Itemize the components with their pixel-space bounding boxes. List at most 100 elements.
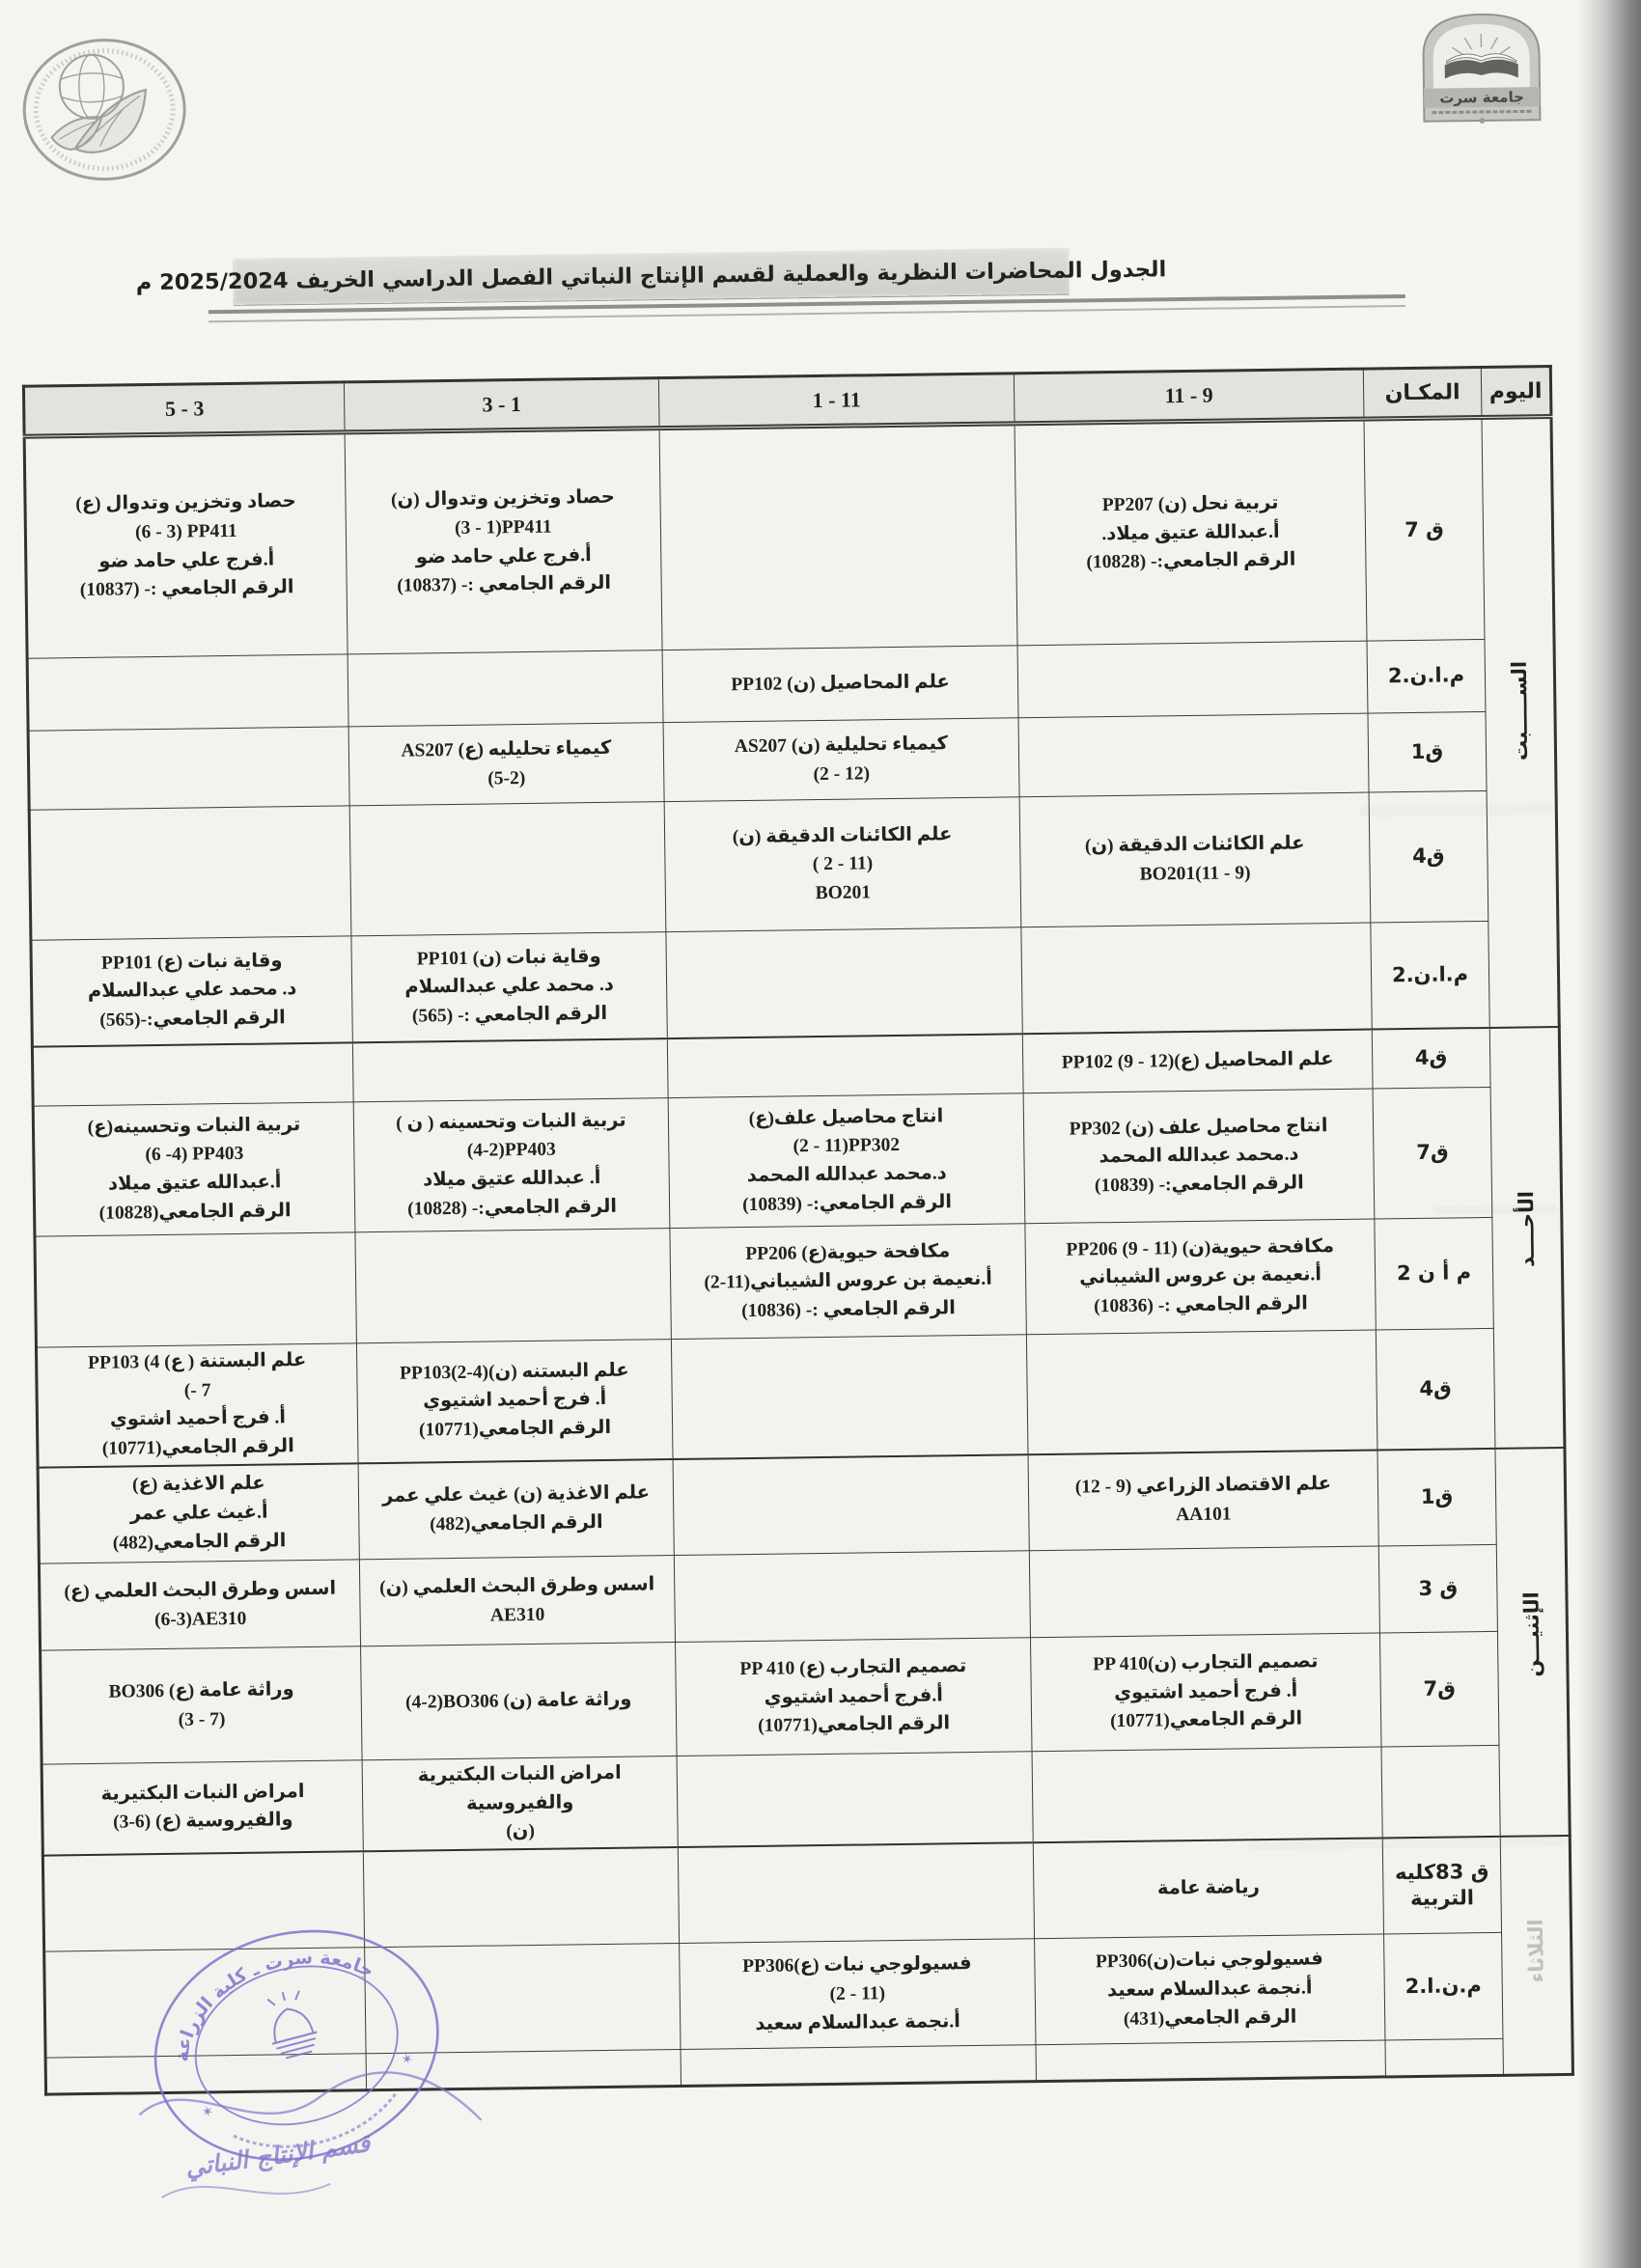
room-cell: ق 7 [1363,417,1485,642]
room-cell: م.ا.ن.2 [1366,639,1486,714]
room-cell: م.ا.ن.2 [1370,921,1490,1030]
session-cell: حصاد وتخزين وتدوال (ن) ‎(3 - 1)PP411 أ.ف… [345,428,663,654]
day-group-cell: الأحــــد [1489,1026,1565,1449]
room-cell: ق4 [1369,790,1488,924]
schedule-body: الســـــبت ق 7 تربية نحل (ن) PP207 أ.عبدال… [24,416,1573,2095]
day-group-cell: الإثنيـــن [1494,1447,1571,1837]
session-cell [674,1550,1031,1643]
session-cell: علم البستنة ( ع) PP103 (4 ‎- 7) أ. فرج أ… [36,1342,359,1468]
session-cell: انتاج محاصيل علف (ن) PP302 د.محمد عبدالل… [1023,1089,1375,1224]
session-cell: فسيولوجي نبات(ن)PP306 أ.نجمة عبدالسلام س… [1034,1934,1385,2046]
session-cell: تربية النبات وتحسينه ( ن ) ‎(4-2)PP403 أ… [353,1097,670,1232]
stamp-ring-text: جامعة سرت ـ كلية الزراعة [152,1927,390,2068]
session-cell [671,1334,1028,1459]
page-title: الجدول المحاضرات النظرية والعملية لقسم ا… [136,247,1166,305]
session-cell [681,2045,1037,2087]
session-cell: فسيولوجي نبات (ع)PP306 ‎(2 - 11) أ.نجمة … [679,1939,1037,2050]
room-cell: ق7 [1379,1631,1499,1747]
session-cell [659,423,1018,650]
session-cell: رياضة عامة [1033,1838,1384,1940]
session-cell: كيمياء تحليلية (ن) AS207 ‎(2 - 12) [663,717,1020,802]
session-cell [667,1033,1024,1098]
session-cell [673,1453,1030,1556]
session-cell [1018,713,1370,797]
handwritten-signature: قسم الإنتاج النباتي [138,2071,483,2199]
session-cell: علم الاقتصاد الزراعي (9 - 12) AA101 [1027,1449,1379,1551]
session-cell [1017,641,1368,718]
day-label: الســـــبت [1507,660,1533,761]
day-label: الإثنيـــن [1519,1590,1544,1677]
session-cell: انتاج محاصيل علف(ع) ‎(2 - 11)PP302 د.محم… [668,1093,1025,1229]
session-cell: وراثة عامة (ع) BO306 ‎(3 - 7) [40,1646,363,1765]
session-cell [28,726,350,811]
session-cell [1036,2040,1386,2083]
schedule-table: اليوم المكـان 9 - 11 11 - 1 1 - 3 3 - 5 … [21,365,1574,2097]
session-cell: مكافحة حيوية(ن) PP206 (9 - 11) أ.نعيمة ب… [1024,1219,1377,1335]
day-group-cell: الثلاثاء [1500,1835,1573,2076]
session-cell [348,650,664,727]
session-cell [32,1041,354,1107]
stamp-emblem-icon [266,1990,318,2060]
day-label: الأحــــد [1514,1190,1540,1267]
svg-text:جامعة سرت ـ كلية الزراعة: جامعة سرت ـ كلية الزراعة [152,1927,390,2068]
stamp-star-right-icon: ✶ [400,2051,415,2069]
table-row: ق4 علم البستنه (ن)PP103‎(2-4) أ. فرج أحمي… [36,1327,1564,1468]
session-cell: تصميم التجارب (ن)PP 410 أ. فرج أحميد اشت… [1030,1632,1382,1752]
session-cell: علم البستنه (ن)PP103‎(2-4) أ. فرج أحميد … [356,1339,674,1463]
session-cell [677,1751,1034,1847]
day-label: الثلاثاء [1523,1918,1548,1983]
session-cell: مكافحة حيوية(ع) PP206 أ.نعيمة بن عروس ال… [669,1223,1027,1340]
room-cell: ق1 [1367,711,1488,793]
session-cell: علم الاغذية (ن) غيث علي عمر الرقم الجامع… [358,1458,675,1560]
session-cell: علم الكائنات الدقيقة (ن) ‎( 2 - 11) BO20… [664,796,1021,932]
room-cell: ق4 [1376,1328,1495,1450]
session-cell: وراثة عامة (ن) ‎(4-2)BO306 [360,1642,678,1760]
handwritten-department-name: قسم الإنتاج النباتي [183,2129,374,2183]
logo-caption: جامعة سرت [1439,88,1524,106]
session-cell: كيمياء تحليليه (ع) AS207 ‎(5-2) [348,722,665,806]
room-cell: م.ن.ا.2 [1383,1932,1503,2041]
day-group-cell: الســـــبت [1481,416,1560,1028]
session-cell [1026,1330,1377,1454]
table-row: م.ا.ن.2 وقاية نبات (ن) PP101 د. محمد علي … [30,921,1559,1047]
session-cell [349,801,666,936]
session-cell: علم الاغذية (ع) أ.غيث علي عمر الرقم الجا… [38,1462,360,1564]
room-cell: ق7 [1373,1087,1492,1220]
session-cell [1032,1746,1383,1843]
session-cell: امراض النبات البكتيرية والفيروسية (ع) ‎(… [42,1759,364,1856]
header-slot-1-3: 1 - 3 [344,377,660,432]
session-cell [34,1231,357,1348]
sirte-university-logo-icon: جامعة سرت [1422,13,1542,124]
table-row: ق4 علم الكائنات الدقيقة (ن) ‎BO201(11 - 9… [29,790,1558,941]
session-cell: علم الكائنات الدقيقة (ن) ‎BO201(11 - 9) [1019,792,1371,927]
table-row: ق7 تصميم التجارب (ن)PP 410 أ. فرج أحميد ا… [40,1630,1569,1765]
room-cell: ق 3 [1378,1544,1498,1633]
stamp-star-left-icon: ✶ [200,2104,215,2122]
room-cell: ق4 [1372,1027,1491,1090]
room-cell [1384,2038,1504,2078]
header-slot-11-1: 11 - 1 [658,373,1015,429]
department-stamp: جامعة سرت ـ كلية الزراعة ✶ ✶ [152,1927,439,2161]
session-cell [29,805,351,941]
session-cell [27,653,349,732]
table-row: ق7 انتاج محاصيل علف (ن) PP302 د.محمد عبدا… [33,1086,1562,1237]
session-cell: وقاية نبات (ن) PP101 د. محمد علي عبدالسل… [350,931,668,1042]
room-cell: ق1 [1377,1448,1497,1546]
session-cell [678,1842,1035,1944]
table-row: الســـــبت ق 7 تربية نحل (ن) PP207 أ.عبدال… [24,416,1560,1028]
room-cell: م أ ن 2 [1374,1217,1494,1331]
header-place: المكـان [1363,367,1482,420]
session-cell [665,927,1023,1038]
scan-edge-shadow [1577,0,1641,2268]
session-cell: اسس وطرق البحث العلمي (ن) AE310 [359,1555,676,1646]
session-cell: حصاد وتخزين وتدوال (ع) ‎(6 - 3) PP411 أ.… [24,431,348,659]
session-cell: تربية النبات وتحسينه(ع) ‎(6 -4) PP403 أ.… [33,1101,355,1237]
session-cell: اسس وطرق البحث العلمي (ع) ‎(6-3)AE310 [39,1559,361,1651]
session-cell: تربية نحل (ن) PP207 أ.عبداللة عتيق ميلاد… [1015,419,1367,646]
session-cell: وقاية نبات (ع) PP101 د. محمد علي عبدالسل… [30,935,353,1047]
header-slot-9-11: 9 - 11 [1014,369,1364,424]
session-cell: علم المحاصيل (ع)PP102 (9 - 12) [1022,1029,1374,1093]
room-cell: ق 83كليه التربية [1382,1836,1502,1935]
session-cell: علم المحاصيل (ن) PP102 [662,645,1019,723]
